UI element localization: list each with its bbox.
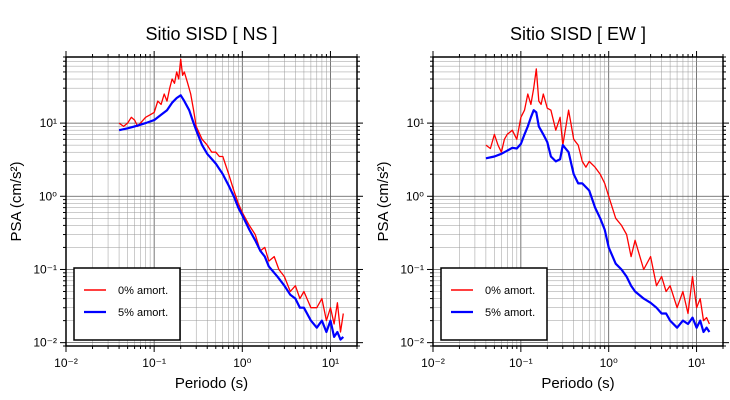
legend-label: 0% amort. xyxy=(485,285,535,297)
legend: 0% amort. 5% amort. xyxy=(73,267,181,341)
y-tick-label: 10⁰ xyxy=(39,189,57,203)
y-tick-label: 10¹ xyxy=(40,116,57,130)
series-line-amort-5 xyxy=(118,94,345,341)
plot-frame xyxy=(432,56,724,347)
chart-ns: 10⁻² 10⁻¹ 10⁰ 10¹ 10⁻² 10⁻¹ 10⁰ 10¹ Sitio SISD [… xyxy=(8,24,363,392)
x-tick-label: 10⁻² xyxy=(421,356,445,370)
series-line-amort-0 xyxy=(118,58,344,333)
legend: 0% amort. 5% amort. xyxy=(440,267,548,341)
y-tick-label: 10¹ xyxy=(407,116,424,130)
plot-frame xyxy=(65,56,358,347)
x-axis-label: Periodo (s) xyxy=(541,375,614,392)
y-tick-label: 10⁻² xyxy=(33,336,57,350)
x-tick-label: 10⁻¹ xyxy=(509,356,533,370)
x-tick-label: 10⁰ xyxy=(233,356,251,370)
y-tick-label: 10⁻¹ xyxy=(33,262,57,276)
chart-title: Sitio SISD [ NS ] xyxy=(145,24,277,44)
legend-label: 5% amort. xyxy=(485,307,535,319)
y-tick-label: 10⁻¹ xyxy=(400,262,424,276)
x-tick-label: 10⁰ xyxy=(600,356,618,370)
legend-box xyxy=(73,267,181,341)
chart-title: Sitio SISD [ EW ] xyxy=(510,24,646,44)
y-tick-label: 10⁰ xyxy=(406,189,424,203)
chart-ew: 10⁻² 10⁻¹ 10⁰ 10¹ 10⁻² 10⁻¹ 10⁰ 10¹ Sitio SISD [… xyxy=(375,24,729,392)
x-tick-label: 10⁻¹ xyxy=(142,356,166,370)
legend-label: 5% amort. xyxy=(118,307,168,319)
series-line-amort-5 xyxy=(485,109,711,334)
x-axis-label: Periodo (s) xyxy=(175,375,248,392)
x-tick-label: 10⁻² xyxy=(54,356,78,370)
x-tick-label: 10¹ xyxy=(688,356,705,370)
axis-ticks xyxy=(427,51,729,352)
legend-box xyxy=(440,267,548,341)
axis-ticks xyxy=(60,51,363,352)
series-line-amort-0 xyxy=(485,68,710,325)
y-tick-label: 10⁻² xyxy=(400,336,424,350)
x-tick-label: 10¹ xyxy=(322,356,339,370)
y-axis-label: PSA (cm/s²) xyxy=(375,161,392,241)
y-axis-label: PSA (cm/s²) xyxy=(8,161,25,241)
legend-label: 0% amort. xyxy=(118,285,168,297)
